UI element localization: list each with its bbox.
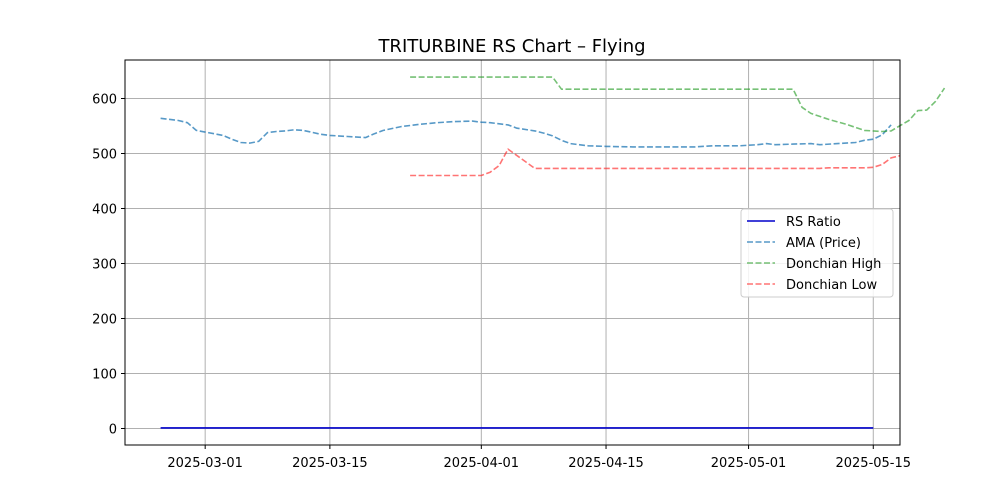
legend-label-donchian-high: Donchian High [786,257,881,272]
y-tick-label: 100 [92,368,117,383]
plot-series [160,76,946,429]
y-tick-label: 200 [92,313,117,328]
x-tick-label: 2025-05-01 [711,456,787,471]
legend-label-donchian-low: Donchian Low [786,278,878,293]
series-line-donchian-low [410,148,901,177]
legend-label-rs-ratio: RS Ratio [786,215,841,230]
x-tick-label: 2025-04-15 [568,456,644,471]
x-tick-label: 2025-04-01 [444,456,520,471]
x-tick-label: 2025-03-15 [292,456,368,471]
chart-title: TRITURBINE RS Chart – Flying [377,36,645,57]
axis-ticks: 2025-03-01 2025-03-15 2025-04-01 2025-04-15… [92,93,911,472]
y-tick-label: 0 [109,423,117,438]
plot-area-frame [124,59,901,446]
legend-label-ama-price: AMA (Price) [786,236,861,251]
x-tick-label: 2025-03-01 [167,456,243,471]
y-tick-label: 300 [92,258,117,273]
legend: RS Ratio AMA (Price) Donchian High Donchian… [740,208,894,298]
series-line-donchian-high [410,76,946,133]
legend-box [740,208,894,298]
y-tick-label: 600 [92,93,117,108]
series-line-ama-price [160,117,892,148]
y-tick-label: 400 [92,203,117,218]
x-tick-label: 2025-05-15 [835,456,911,471]
y-tick-label: 500 [92,148,117,163]
